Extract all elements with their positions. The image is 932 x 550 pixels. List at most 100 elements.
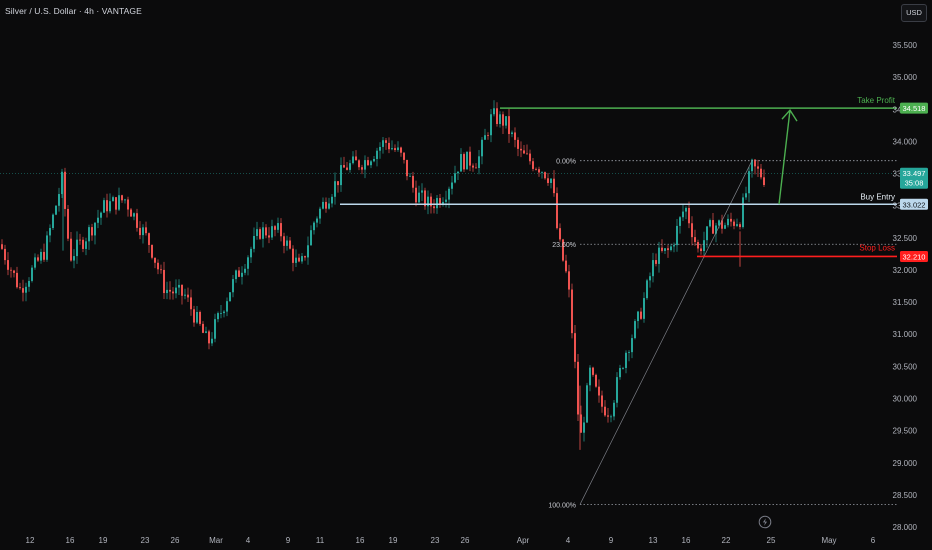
candle-body <box>379 146 381 151</box>
y-tick-label: 28.500 <box>893 491 918 500</box>
candle-body <box>541 172 543 173</box>
lightning-bolt-icon[interactable] <box>758 515 772 529</box>
candle-body <box>307 245 309 258</box>
symbol-title[interactable]: Silver / U.S. Dollar · 4h · VANTAGE <box>5 6 142 16</box>
x-tick-label: 11 <box>316 536 325 545</box>
candle-body <box>259 229 261 239</box>
x-tick-label: 6 <box>871 536 876 545</box>
candle-body <box>349 163 351 170</box>
x-tick-label: 16 <box>356 536 365 545</box>
candle-body <box>91 227 93 236</box>
candle-body <box>142 227 144 236</box>
x-tick-label: 22 <box>722 536 731 545</box>
candle-body <box>676 225 678 246</box>
candle-body <box>598 386 600 396</box>
candle-body <box>568 271 570 290</box>
candle-body <box>7 260 9 270</box>
candle-body <box>22 288 24 293</box>
candle-body <box>580 414 582 433</box>
candle-body <box>1 244 3 249</box>
candle-body <box>685 207 687 212</box>
candle-body <box>712 220 714 234</box>
candle-body <box>217 313 219 320</box>
candle-body <box>697 242 699 249</box>
candle-body <box>559 228 561 240</box>
candle-body <box>394 148 396 151</box>
candle-body <box>646 280 648 299</box>
projection-arrow-head <box>781 108 798 122</box>
candle-body <box>622 367 624 369</box>
candle-body <box>25 286 27 293</box>
candle-body <box>196 311 198 323</box>
candle-body <box>601 395 603 407</box>
candle-body <box>502 114 504 126</box>
candle-body <box>340 165 342 186</box>
candle-body <box>49 228 51 236</box>
candle-body <box>10 269 12 271</box>
time-axis[interactable]: 12 16 19 23 26 Mar 4 9 11 16 19 23 26 Apr 4 9 13 16 22 25 Ma… <box>26 536 876 545</box>
x-tick-label: 9 <box>609 536 614 545</box>
candle-body <box>112 197 114 202</box>
candle-body <box>586 385 588 423</box>
candle-body <box>64 171 66 209</box>
x-tick-label: 16 <box>682 536 691 545</box>
currency-button[interactable]: USD <box>901 4 927 22</box>
fib-level-label: 100.00% <box>548 503 576 510</box>
candle-body <box>364 160 366 170</box>
candle-body <box>664 248 666 251</box>
candle-body <box>589 367 591 386</box>
candle-body <box>505 116 507 126</box>
candle-body <box>157 262 159 270</box>
y-tick-label: 35.000 <box>893 73 918 82</box>
bar-countdown: 35:08 <box>905 179 924 188</box>
candle-body <box>727 218 729 226</box>
x-tick-label: Mar <box>209 536 223 545</box>
candle-body <box>262 227 264 239</box>
candle-body <box>634 321 636 339</box>
y-tick-label: 34.000 <box>893 137 918 146</box>
candle-body <box>520 148 522 151</box>
x-tick-label: 13 <box>649 536 658 545</box>
candle-body <box>202 323 204 333</box>
candle-body <box>40 251 42 261</box>
projection-arrow-shaft <box>778 110 791 205</box>
candle-body <box>37 257 39 261</box>
candle-body <box>718 220 720 226</box>
candle-body <box>187 294 189 298</box>
candle-body <box>400 147 402 153</box>
candle-body <box>181 284 183 296</box>
candle-body <box>688 207 690 224</box>
candle-body <box>523 150 525 154</box>
candle-body <box>517 139 519 149</box>
candle-body <box>466 151 468 170</box>
x-tick-label: 16 <box>66 536 75 545</box>
candle-body <box>235 270 237 280</box>
candle-body <box>640 311 642 319</box>
take-profit-price-tag-bg <box>900 102 928 114</box>
candle-body <box>286 240 288 246</box>
candle-body <box>511 132 513 135</box>
candle-body <box>661 247 663 251</box>
price-axis[interactable]: 35.50035.00034.50034.00033.50033.00032.5… <box>893 41 928 532</box>
candle-body <box>715 225 717 234</box>
candle-body <box>478 156 480 169</box>
candle-body <box>610 416 612 418</box>
candle-body <box>691 223 693 238</box>
candle-body <box>673 245 675 247</box>
candle-body <box>346 167 348 170</box>
y-tick-label: 35.500 <box>893 41 918 50</box>
candle-body <box>403 152 405 160</box>
stop-loss-price-tag: 32.210 <box>903 252 926 261</box>
candle-body <box>619 368 621 378</box>
candle-body <box>121 195 123 201</box>
fib-trend-line <box>579 160 753 505</box>
candle-body <box>463 154 465 170</box>
candle-body <box>739 224 741 228</box>
x-tick-label: May <box>821 536 836 545</box>
candle-body <box>607 415 609 417</box>
candle-body <box>595 374 597 387</box>
candle-body <box>163 269 165 294</box>
candle-body <box>97 217 99 223</box>
candle-body <box>763 177 765 186</box>
